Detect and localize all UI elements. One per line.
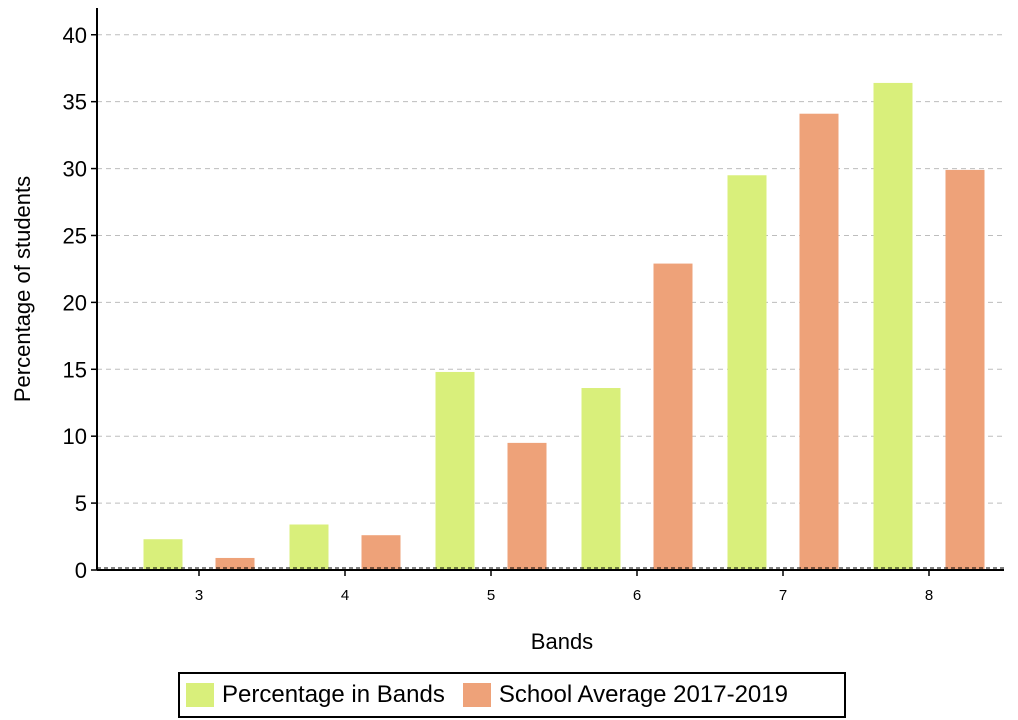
y-tick-label: 0 (75, 558, 87, 583)
x-axis-label: Bands (531, 629, 593, 654)
y-tick-label: 35 (63, 90, 87, 115)
axes (96, 8, 1004, 571)
legend-swatch (186, 683, 214, 707)
x-tick-label: 3 (195, 587, 203, 604)
bar-school-average-4 (361, 535, 401, 570)
bar-school-average-7 (799, 113, 839, 570)
bar-percentage-in-bands-8 (873, 82, 913, 570)
bar-school-average-8 (945, 169, 985, 570)
x-tick-label: 6 (633, 587, 641, 604)
y-tick-label: 20 (63, 290, 87, 315)
x-tick-label: 4 (341, 587, 349, 604)
bar-percentage-in-bands-7 (727, 175, 767, 570)
legend-label: School Average 2017-2019 (498, 681, 788, 708)
legend-label: Percentage in Bands (222, 681, 445, 708)
legend-item-school-average: School Average 2017-2019 (462, 681, 788, 709)
y-axis-label: Percentage of students (10, 176, 35, 402)
bar-school-average-3 (215, 557, 255, 570)
bar-percentage-in-bands-6 (581, 388, 621, 570)
legend-swatch (462, 683, 491, 707)
y-ticks: 0 5 10 15 20 25 30 35 40 (63, 23, 97, 583)
x-tick-label: 8 (925, 587, 933, 604)
y-tick-label: 25 (63, 223, 87, 248)
bar-percentage-in-bands-4 (289, 524, 329, 570)
bar-school-average-5 (507, 442, 547, 570)
bar-percentage-in-bands-5 (435, 371, 475, 570)
x-tick-label: 5 (487, 587, 495, 604)
x-ticks: 3 4 5 6 7 8 (195, 570, 933, 604)
y-tick-label: 30 (63, 157, 87, 182)
bar-percentage-in-bands-3 (143, 539, 183, 570)
y-tick-label: 15 (63, 357, 87, 382)
y-tick-label: 40 (63, 23, 87, 48)
legend-item-percentage-in-bands: Percentage in Bands (186, 681, 445, 709)
bars (143, 82, 985, 570)
x-tick-label: 7 (779, 587, 787, 604)
gridlines (97, 34, 1004, 504)
bar-chart: 0 5 10 15 20 25 30 35 40 3 4 5 6 7 8 Bands Percentage… (10, 8, 1004, 654)
y-tick-label: 10 (63, 424, 87, 449)
bar-school-average-6 (653, 263, 693, 570)
y-tick-label: 5 (75, 491, 87, 516)
legend: Percentage in Bands School Average 2017-… (178, 672, 846, 718)
